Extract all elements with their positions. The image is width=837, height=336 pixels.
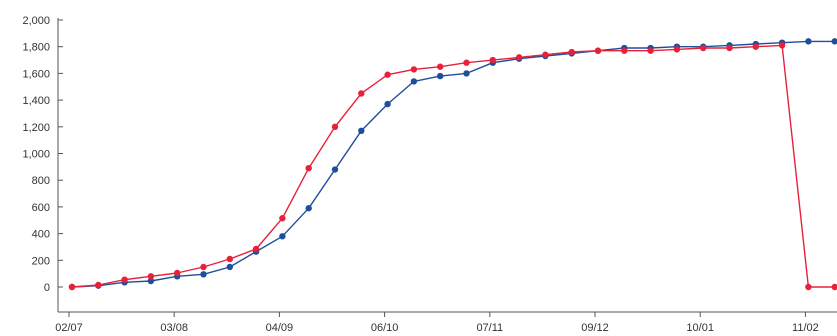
series-2-point — [358, 90, 365, 97]
y-tick-label: 800 — [32, 175, 50, 187]
series-2-point — [726, 44, 733, 52]
series-1-point — [805, 38, 812, 45]
series-2-point — [673, 46, 681, 53]
y-tick-label: 2,000 — [22, 15, 50, 27]
series-2-point — [621, 47, 628, 54]
y-tick-label: 1,400 — [22, 95, 50, 107]
series-2-point — [515, 54, 523, 61]
series-2-line — [71, 44, 835, 288]
series-2-point — [68, 283, 76, 291]
series-2-point — [147, 273, 155, 280]
series-2-point — [489, 56, 496, 64]
series-2-point — [778, 42, 786, 49]
series-1-point — [831, 38, 837, 45]
series-1-point — [200, 271, 207, 278]
series-1-point — [463, 70, 470, 77]
series-2-point — [95, 281, 102, 289]
series-2-point — [752, 43, 759, 50]
y-tick-label: 200 — [32, 255, 50, 267]
series-2-point — [200, 263, 207, 271]
series-2-point — [463, 59, 470, 66]
x-tick-label: 02/07 — [55, 322, 83, 334]
series-1-point — [410, 78, 418, 85]
series-1-point — [437, 72, 444, 80]
series-2 — [68, 42, 837, 291]
series-1-line — [71, 40, 835, 288]
series-2-point — [305, 164, 312, 172]
series-layer — [68, 38, 837, 291]
series-2-point — [805, 283, 812, 291]
y-tick-label: 1,600 — [22, 68, 50, 80]
series-2-point — [121, 276, 128, 283]
series-1-point — [331, 166, 339, 173]
x-tick-label: 03/08 — [160, 322, 188, 334]
series-2-point — [384, 71, 391, 78]
x-tick-label: 09/12 — [581, 322, 609, 334]
x-tick-label: 10/01 — [686, 322, 714, 334]
x-tick-label: 06/10 — [371, 322, 399, 334]
series-2-point — [410, 66, 418, 73]
y-tick-label: 400 — [32, 229, 50, 241]
y-tick-label: 1,000 — [22, 149, 50, 161]
y-tick-label: 600 — [32, 202, 50, 214]
series-2-point — [437, 63, 444, 70]
series-2-point — [647, 47, 654, 54]
series-2-point — [331, 123, 339, 130]
series-1-point — [279, 233, 286, 240]
series-1-point — [226, 263, 233, 271]
y-tick-label: 1,800 — [22, 42, 50, 54]
series-2-point — [700, 44, 707, 52]
series-2-point — [174, 269, 181, 277]
y-axis: 2,000 1,800 1,600 1,400 1,200 1,000 800 600 400 2… — [22, 15, 63, 312]
x-axis: 02/07 03/08 04/09 06/10 07/11 09/12 10/01 11/02 — [55, 311, 837, 334]
series-2-point — [279, 215, 286, 222]
series-1-point — [305, 205, 312, 212]
y-tick-label: 0 — [44, 282, 50, 294]
x-tick-label: 11/02 — [792, 322, 819, 334]
series-2-point — [568, 48, 575, 56]
x-tick-label: 04/09 — [266, 322, 294, 334]
series-1-point — [147, 277, 155, 285]
series-1-point — [358, 127, 365, 135]
series-1 — [68, 38, 837, 291]
series-1-point — [384, 100, 391, 108]
x-tick-label: 07/11 — [476, 322, 503, 334]
series-2-point — [252, 245, 260, 253]
y-tick-label: 1,200 — [22, 122, 50, 134]
series-2-point — [831, 283, 837, 291]
series-2-point — [542, 51, 549, 58]
series-2-point — [594, 47, 602, 54]
series-2-point — [226, 255, 233, 263]
